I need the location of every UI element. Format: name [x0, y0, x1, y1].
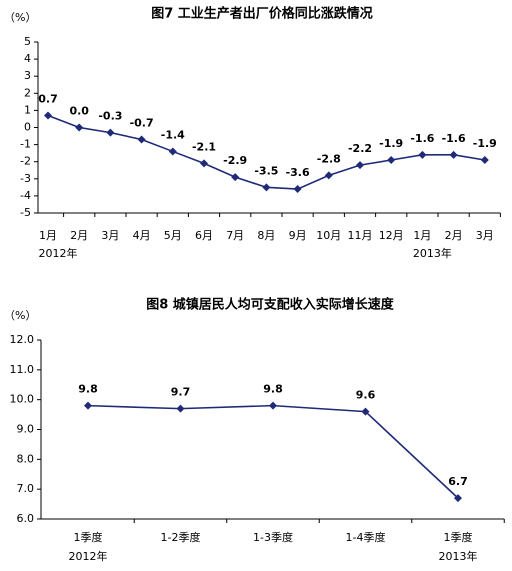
- y-tick-label: 8.0: [17, 452, 35, 465]
- value-label: -2.8: [317, 152, 341, 165]
- y-tick-label: 1: [24, 103, 31, 116]
- data-point: [387, 155, 396, 164]
- x-tick-label: 1-3季度: [253, 530, 293, 544]
- y-unit: （%）: [4, 309, 36, 322]
- data-point: [269, 401, 277, 410]
- data-point: [361, 407, 370, 416]
- value-label: -0.7: [130, 116, 154, 129]
- y-tick-label: 5: [24, 35, 31, 48]
- x-tick-label: 10月: [316, 229, 341, 242]
- data-point: [231, 173, 240, 182]
- x-tick-label: 3月: [476, 229, 494, 242]
- x-tick-label: 1月: [39, 229, 57, 242]
- series-line: [47, 114, 485, 190]
- y-tick-label: 7.0: [17, 482, 35, 495]
- x-tick-label: 1季度: [74, 530, 103, 544]
- value-label: -1.9: [473, 137, 497, 150]
- y-tick-label: 6.0: [17, 512, 35, 525]
- y-unit: （%）: [4, 11, 36, 24]
- data-point: [75, 123, 84, 132]
- y-tick-label: 2: [24, 86, 31, 99]
- data-point: [168, 147, 177, 156]
- data-point: [200, 159, 208, 168]
- x-tick-label: 6月: [195, 229, 213, 242]
- x-tick-label: 11月: [348, 229, 373, 242]
- x-tick-label: 9月: [289, 229, 307, 242]
- data-point: [480, 155, 489, 164]
- year-label: 2012年: [69, 549, 108, 563]
- value-label: 9.6: [356, 389, 376, 402]
- value-label: -1.4: [161, 128, 185, 141]
- chart-title: 图8 城镇居民人均可支配收入实际增长速度: [146, 297, 395, 313]
- x-tick-label: 4月: [133, 229, 151, 242]
- value-label: -1.6: [410, 132, 434, 145]
- value-label: -3.5: [254, 164, 278, 177]
- y-tick-label: -2: [20, 155, 31, 168]
- x-tick-label: 2月: [445, 229, 463, 242]
- x-tick-label: 1-4季度: [346, 530, 386, 544]
- data-point: [293, 185, 302, 194]
- value-label: 9.8: [78, 383, 98, 396]
- value-label: 0.0: [69, 105, 89, 118]
- y-tick-label: -1: [20, 138, 31, 151]
- year-label: 2013年: [439, 549, 478, 563]
- value-label: -2.1: [192, 140, 216, 153]
- x-tick-label: 1季度: [444, 530, 473, 544]
- y-tick-label: 3: [24, 69, 31, 82]
- x-tick-label: 8月: [257, 229, 275, 242]
- data-point: [324, 171, 333, 180]
- x-tick-label: 12月: [379, 229, 404, 242]
- year-label: 2012年: [39, 246, 78, 260]
- y-tick-label: 12.0: [10, 333, 35, 346]
- value-label: -2.2: [348, 142, 372, 155]
- x-tick-label: 7月: [226, 229, 244, 242]
- y-tick-label: 0: [24, 121, 31, 134]
- data-point: [454, 494, 462, 503]
- y-tick-label: 9.0: [17, 423, 35, 436]
- data-point: [418, 150, 427, 159]
- y-tick-label: -5: [20, 206, 31, 219]
- x-tick-label: 1-2季度: [161, 530, 201, 544]
- data-point: [137, 135, 146, 144]
- data-point: [84, 401, 92, 410]
- value-label: 6.7: [448, 475, 468, 488]
- data-point: [449, 150, 458, 159]
- x-tick-label: 3月: [101, 229, 119, 242]
- data-point: [356, 161, 364, 170]
- y-tick-label: 10.0: [10, 393, 35, 406]
- value-label: -0.3: [98, 110, 122, 123]
- x-tick-label: 1月: [413, 229, 431, 242]
- data-point: [176, 404, 185, 413]
- chart-title: 图7 工业生产者出厂价格同比涨跌情况: [151, 6, 373, 22]
- data-point: [262, 183, 271, 192]
- data-point: [44, 111, 52, 120]
- y-tick-label: -3: [20, 172, 31, 185]
- value-label: -1.9: [379, 137, 403, 150]
- x-tick-label: 2月: [70, 229, 88, 242]
- value-label: 9.7: [171, 386, 191, 399]
- y-tick-label: 4: [24, 52, 31, 65]
- value-label: 9.8: [263, 383, 283, 396]
- data-point: [106, 128, 115, 137]
- value-label: -2.9: [223, 154, 247, 167]
- y-tick-label: 11.0: [10, 363, 35, 376]
- value-label: -1.6: [442, 132, 466, 145]
- year-label: 2013年: [413, 246, 452, 260]
- value-label: 0.7: [38, 93, 58, 106]
- x-tick-label: 5月: [164, 229, 182, 242]
- value-label: -3.6: [286, 166, 310, 179]
- y-tick-label: -4: [20, 189, 31, 202]
- series-line: [87, 404, 459, 499]
